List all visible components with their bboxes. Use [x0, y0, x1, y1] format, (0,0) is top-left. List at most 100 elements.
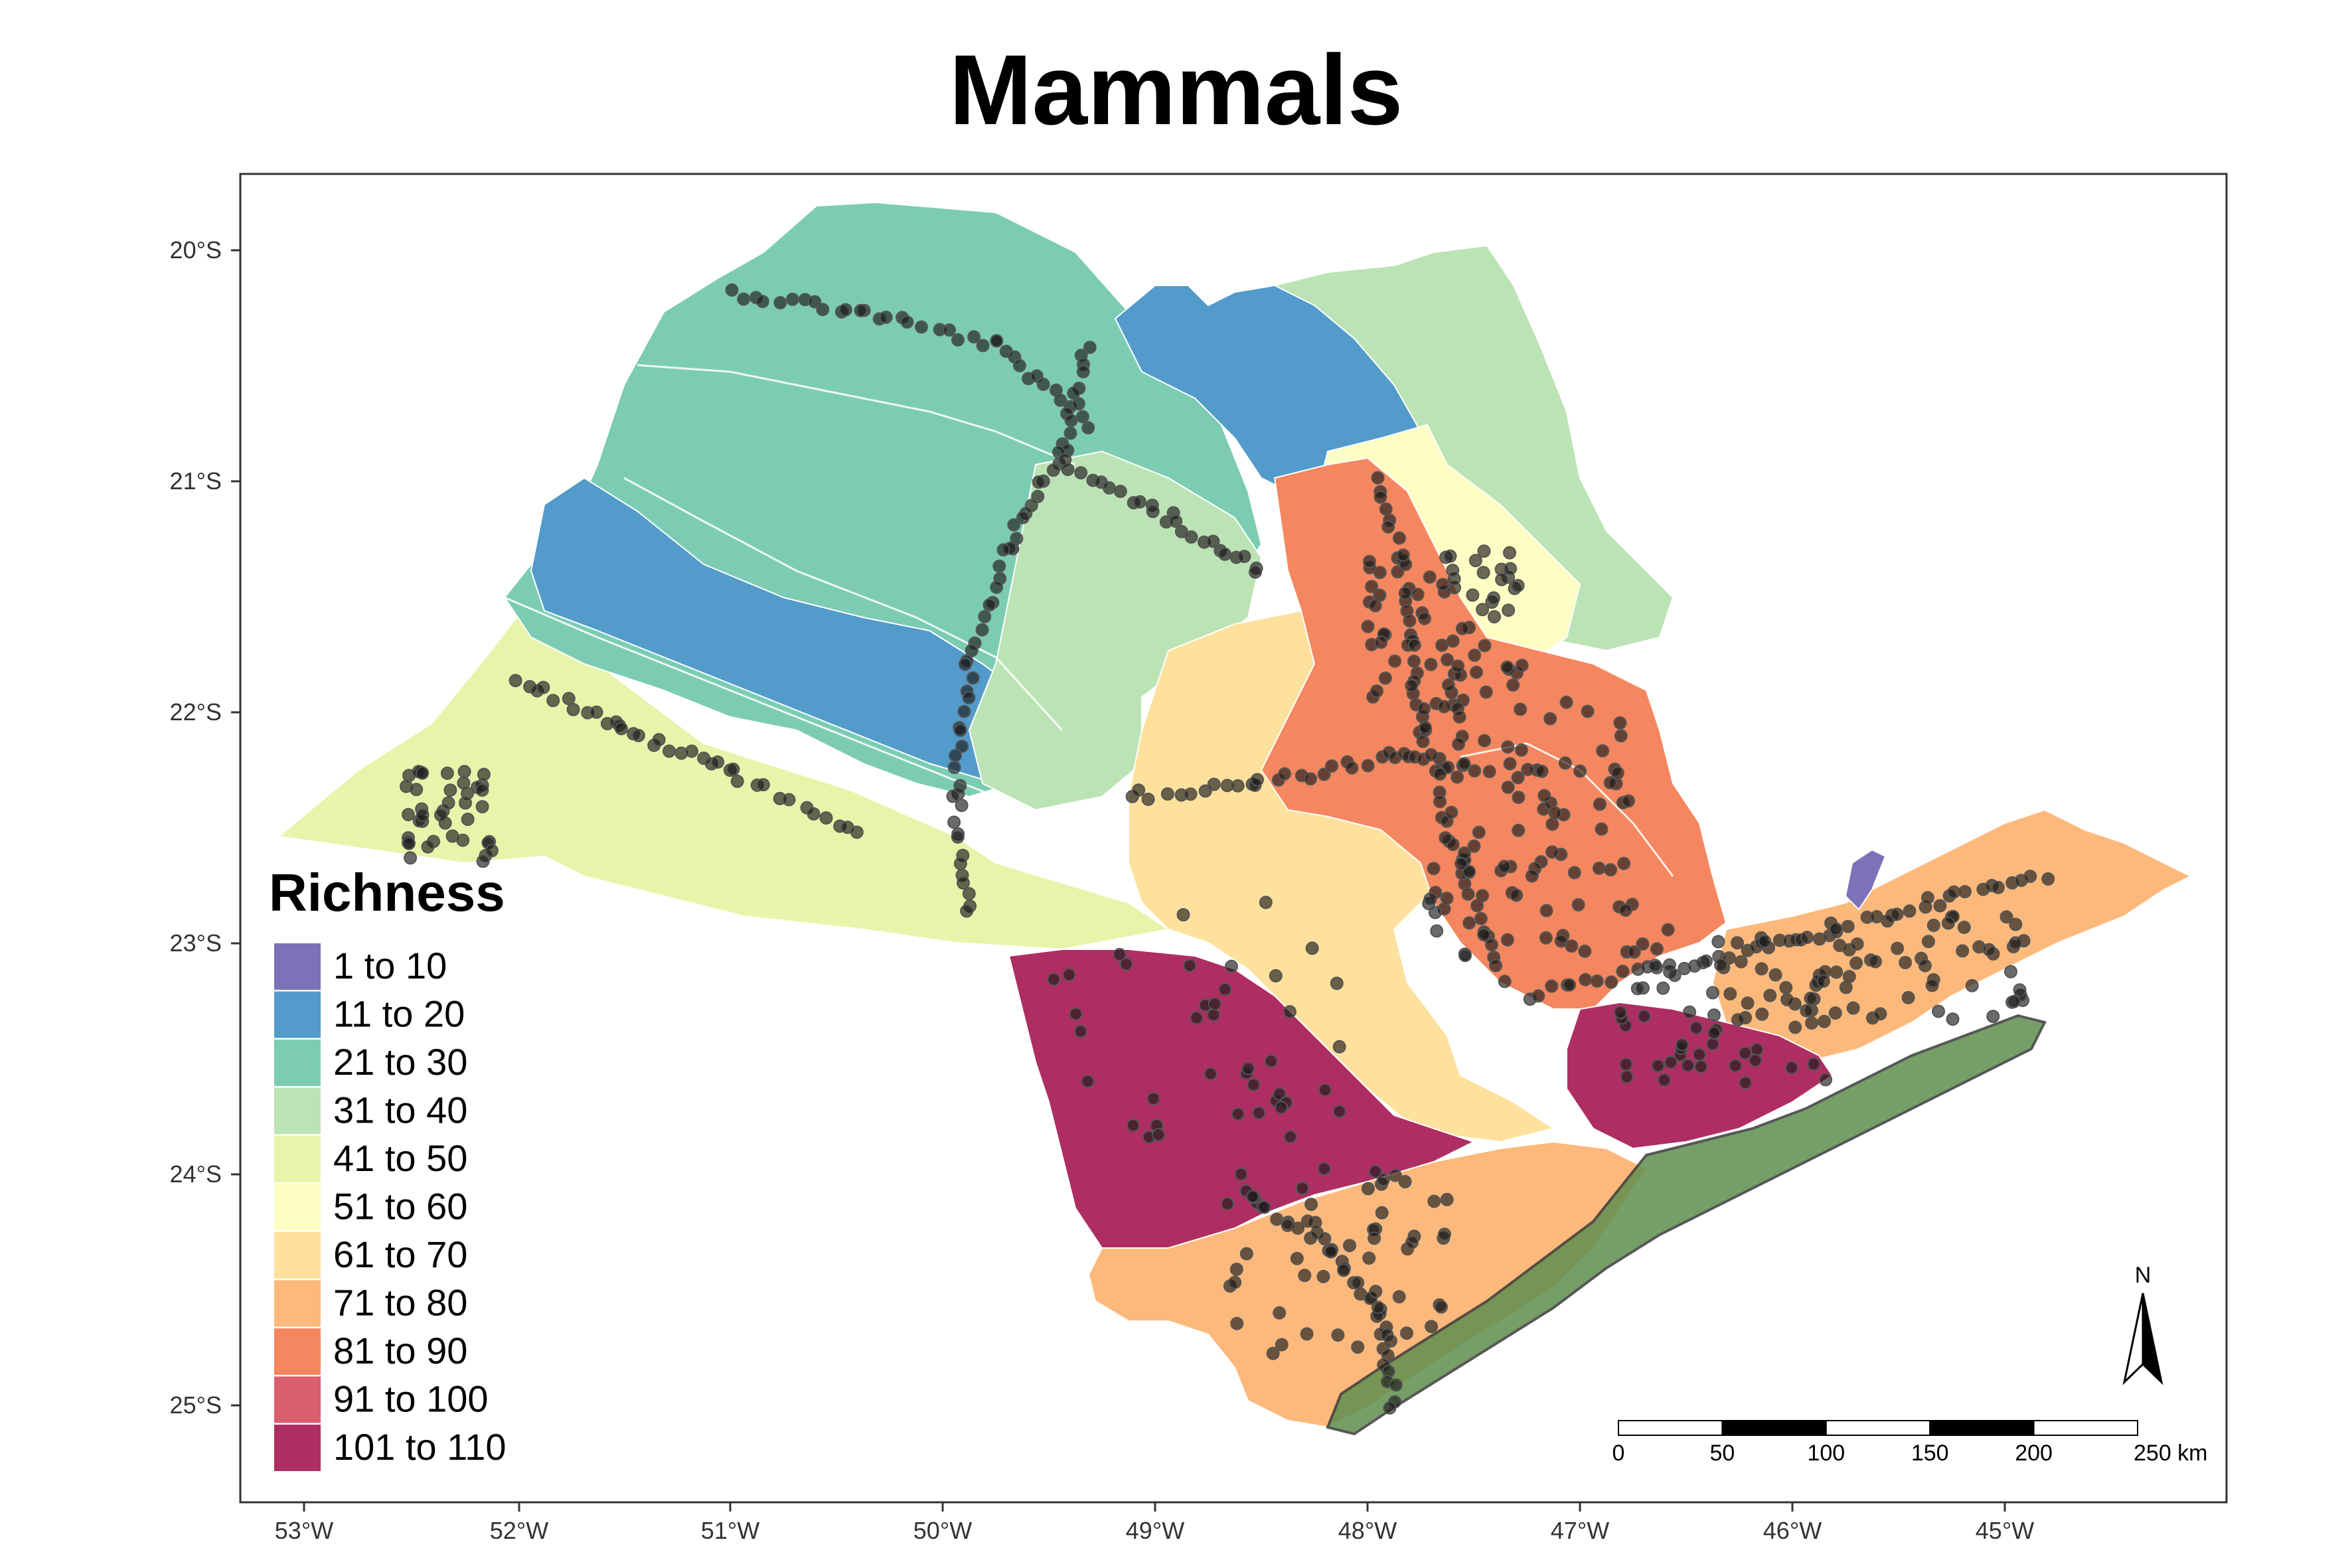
map-title: Mammals — [949, 34, 1403, 145]
occurrence-point — [1176, 908, 1190, 921]
legend-label: 1 to 10 — [333, 945, 447, 986]
occurrence-point — [1300, 1327, 1314, 1341]
y-tick-label: 21°S — [170, 467, 222, 495]
occurrence-point — [421, 840, 435, 854]
occurrence-point — [1515, 659, 1529, 672]
occurrence-point — [475, 783, 489, 797]
scale-bar-segment — [1618, 1420, 1723, 1436]
occurrence-point — [1511, 771, 1525, 785]
legend-label: 11 to 20 — [333, 993, 465, 1035]
scale-bar-label: 100 — [1807, 1441, 1845, 1466]
occurrence-point — [990, 334, 1004, 348]
occurrence-point — [1829, 922, 1843, 936]
occurrence-point — [1283, 1130, 1297, 1144]
x-axis: 53°W 52°W 51°W 50°W 49°W 48°W 47°W 46°W 45°W — [275, 1502, 2034, 1544]
occurrence-point — [402, 808, 415, 822]
x-tick-label: 47°W — [1551, 1517, 1609, 1544]
occurrence-point — [737, 292, 751, 306]
occurrence-point — [1083, 341, 1097, 354]
occurrence-point — [457, 776, 471, 790]
occurrence-point — [1433, 767, 1447, 781]
occurrence-point — [402, 836, 416, 850]
occurrence-point — [1472, 825, 1486, 839]
occurrence-point — [1183, 959, 1197, 973]
scale-bar-segment — [1721, 1420, 1827, 1436]
occurrence-point — [1476, 566, 1490, 580]
occurrence-point — [1658, 1073, 1671, 1087]
occurrence-point — [652, 733, 666, 747]
scale-bar-label: 250 km — [2134, 1441, 2208, 1466]
occurrence-point — [1478, 734, 1492, 747]
occurrence-point — [1510, 888, 1524, 902]
occurrence-point — [1932, 1004, 1945, 1018]
occurrence-point — [1903, 904, 1917, 918]
occurrence-point — [1581, 704, 1595, 718]
occurrence-point — [1270, 1212, 1284, 1226]
occurrence-point — [1842, 970, 1856, 984]
legend-label: 21 to 30 — [333, 1041, 467, 1083]
occurrence-point — [957, 704, 971, 718]
occurrence-point — [946, 789, 960, 803]
occurrence-point — [1891, 941, 1905, 955]
occurrence-point — [782, 793, 796, 807]
occurrence-point — [1616, 965, 1630, 979]
occurrence-point — [1376, 1173, 1390, 1186]
occurrence-point — [1229, 1263, 1243, 1277]
occurrence-point — [1113, 948, 1127, 961]
occurrence-point — [1407, 638, 1421, 652]
occurrence-point — [773, 296, 787, 309]
occurrence-point — [1535, 764, 1549, 778]
region-1-10 — [1844, 848, 1887, 911]
occurrence-point — [1807, 1057, 1821, 1071]
occurrence-point — [1613, 716, 1627, 730]
occurrence-point — [1630, 982, 1644, 996]
north-arrow-label: N — [2135, 1263, 2152, 1288]
occurrence-point — [850, 825, 864, 839]
occurrence-point — [1032, 475, 1046, 489]
occurrence-point — [1474, 911, 1488, 925]
occurrence-point — [1926, 918, 1940, 932]
occurrence-point — [1388, 1168, 1402, 1182]
occurrence-point — [1539, 903, 1553, 917]
occurrence-point — [1731, 936, 1744, 950]
legend: Richness 1 to 10 11 to 20 21 to 30 31 to 40… — [269, 863, 507, 1472]
occurrence-point — [1468, 554, 1482, 568]
occurrence-point — [1921, 891, 1934, 905]
occurrence-point — [1755, 1007, 1769, 1021]
scale-bar-segment — [1929, 1420, 2035, 1436]
occurrence-point — [1694, 1059, 1708, 1073]
occurrence-point — [456, 833, 470, 847]
occurrence-point — [1620, 1070, 1634, 1084]
occurrence-point — [1500, 933, 1514, 947]
occurrence-point — [1537, 789, 1551, 803]
occurrence-point — [1933, 899, 1947, 913]
occurrence-point — [1388, 654, 1402, 668]
scale-bar-label: 50 — [1709, 1441, 1735, 1466]
occurrence-point — [1393, 531, 1406, 545]
occurrence-point — [1592, 861, 1606, 875]
protected-areas — [1326, 1014, 2047, 1436]
occurrence-point — [1450, 770, 1464, 784]
occurrence-point — [1316, 1269, 1330, 1283]
occurrence-point — [1462, 865, 1476, 878]
y-tick-label: 25°S — [170, 1391, 222, 1419]
occurrence-point — [1062, 968, 1076, 982]
legend-label: 101 to 110 — [333, 1426, 507, 1468]
occurrence-point — [1146, 505, 1160, 518]
occurrence-point — [1405, 678, 1419, 692]
occurrence-point — [1738, 1046, 1752, 1060]
occurrence-point — [1370, 684, 1383, 698]
x-tick-label: 48°W — [1338, 1517, 1397, 1544]
occurrence-point — [1445, 805, 1458, 819]
occurrence-point — [1470, 899, 1484, 913]
occurrence-point — [755, 295, 769, 309]
occurrence-point — [1800, 1004, 1814, 1018]
occurrence-point — [1361, 1182, 1375, 1196]
occurrence-point — [1257, 1200, 1271, 1214]
occurrence-point — [1443, 549, 1457, 563]
scale-bar-label: 150 — [1911, 1441, 1949, 1466]
occurrence-point — [1706, 986, 1719, 1000]
occurrence-point — [1228, 1275, 1242, 1289]
occurrence-point — [1325, 759, 1339, 773]
x-tick-label: 52°W — [490, 1517, 548, 1544]
